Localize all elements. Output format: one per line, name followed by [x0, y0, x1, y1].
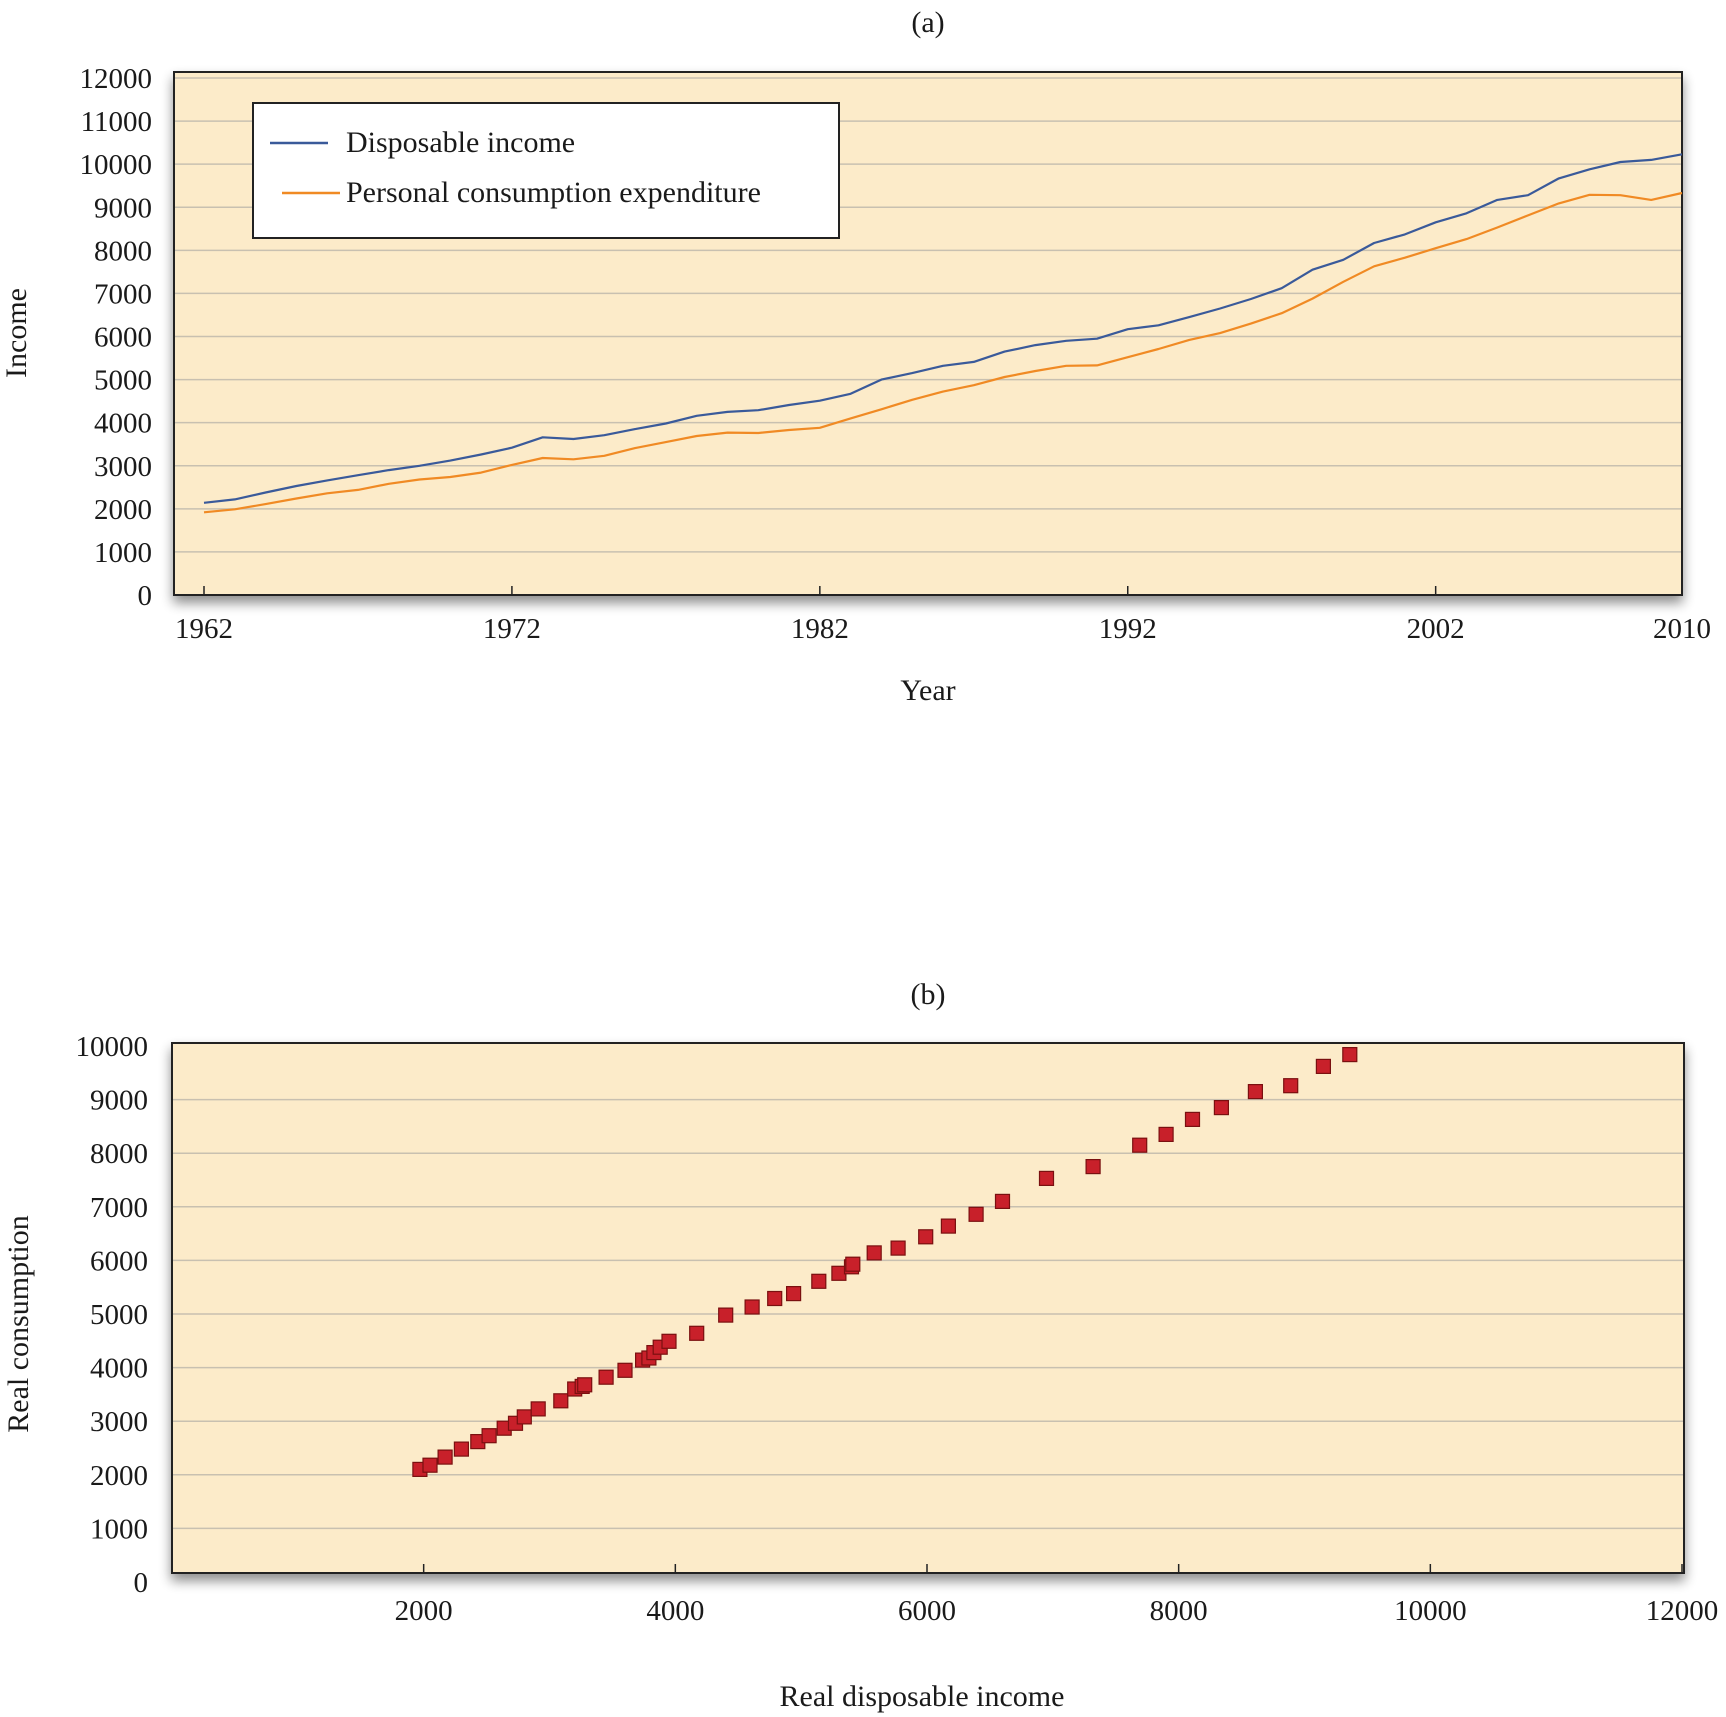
y-tick-labels-b: 0 1000 2000 3000 4000 5000 6000 7000 8000 9000 100…	[76, 1031, 149, 1599]
plot-area-b	[171, 1042, 1685, 1574]
scatter-point	[1038, 1170, 1055, 1187]
line-chart-panel: (a) 0 1000 2000 3000 4000 5000 6000 7000 8000 900…	[0, 6, 1711, 707]
legend-label-consumption: Personal consumption expenditure	[346, 176, 761, 209]
scatter-point	[553, 1393, 569, 1409]
scatter-point	[1213, 1099, 1230, 1116]
y-tick-label-a: 8000	[94, 235, 152, 267]
scatter-point	[1132, 1137, 1148, 1153]
scatter-point	[994, 1193, 1011, 1210]
legend-label-disposable: Disposable income	[346, 126, 575, 159]
scatter-point	[422, 1457, 438, 1473]
line-personal-consumption	[203, 191, 1683, 514]
x-tick-label-b: 12000	[1646, 1595, 1719, 1627]
legend-box	[252, 102, 840, 239]
scatter-point	[845, 1256, 861, 1272]
x-tick-label-b: 10000	[1394, 1595, 1467, 1627]
y-tick-label-a: 0	[138, 580, 153, 612]
y-tick-label-a: 4000	[94, 408, 152, 440]
y-tick-label-b: 0	[134, 1567, 149, 1599]
y-tick-label-b: 9000	[90, 1085, 148, 1117]
x-tick-labels-b: 2000 4000 6000 8000 10000 12000	[395, 1564, 1719, 1627]
scatter-point	[577, 1377, 593, 1393]
scatter-points-b	[412, 1046, 1358, 1478]
y-tick-label-a: 6000	[94, 322, 152, 354]
scatter-point	[767, 1290, 783, 1307]
y-tick-label-a: 5000	[94, 365, 152, 397]
x-tick-labels-a: 1962 1972 1982 1992 2002 2010	[175, 586, 1711, 645]
y-tick-label-a: 10000	[80, 149, 153, 181]
y-tick-label-b: 4000	[90, 1353, 148, 1385]
y-tick-label-a: 7000	[94, 278, 152, 310]
y-axis-title-b: Real consumption	[2, 1215, 35, 1432]
scatter-point	[617, 1362, 633, 1378]
scatter-point	[437, 1449, 453, 1465]
scatter-point	[1184, 1111, 1201, 1128]
scatter-point	[453, 1441, 469, 1457]
y-tick-label-a: 11000	[81, 106, 152, 138]
x-tick-label-b: 6000	[898, 1595, 956, 1627]
y-tick-label-a: 2000	[94, 494, 152, 526]
y-tick-label-a: 3000	[94, 451, 152, 483]
scatter-point	[811, 1273, 827, 1289]
y-tick-label-a: 9000	[94, 192, 152, 224]
scatter-point	[940, 1218, 957, 1234]
grid-b	[173, 1098, 1683, 1530]
scatter-chart-panel: (b) 0 1000 2000 3000 4000 5000 6000 7000 8000 900…	[2, 978, 1718, 1713]
scatter-point	[1315, 1058, 1332, 1075]
y-tick-label-b: 7000	[90, 1192, 148, 1224]
y-tick-label-b: 2000	[90, 1460, 148, 1492]
y-tick-label-b: 6000	[90, 1245, 148, 1277]
scatter-point	[785, 1285, 802, 1302]
x-tick-label-b: 8000	[1150, 1595, 1208, 1627]
panel-a-label: (a)	[911, 6, 944, 39]
scatter-point	[481, 1428, 497, 1444]
x-tick-label-a: 1972	[483, 613, 541, 645]
y-tick-labels-a: 0 1000 2000 3000 4000 5000 6000 7000 8000 9000 100…	[80, 63, 153, 612]
scatter-point	[744, 1299, 760, 1315]
series-lines-a	[203, 153, 1683, 514]
scatter-point	[890, 1240, 906, 1256]
scatter-point	[1342, 1046, 1358, 1063]
scatter-point	[598, 1369, 614, 1385]
scatter-point	[1085, 1158, 1101, 1175]
x-axis-title-b: Real disposable income	[780, 1680, 1065, 1713]
line-disposable-income	[203, 153, 1683, 504]
y-tick-label-b: 10000	[76, 1031, 149, 1063]
scatter-point	[968, 1206, 984, 1222]
y-tick-label-a: 1000	[94, 537, 152, 569]
scatter-point	[918, 1229, 934, 1245]
y-tick-label-a: 12000	[80, 63, 153, 95]
scatter-point	[866, 1245, 882, 1261]
x-tick-label-a: 2010	[1653, 613, 1711, 645]
scatter-point	[689, 1325, 705, 1341]
scatter-point	[1158, 1126, 1174, 1143]
y-tick-label-b: 5000	[90, 1299, 148, 1331]
scatter-point	[661, 1333, 677, 1349]
x-tick-label-b: 4000	[646, 1595, 704, 1627]
y-tick-label-b: 1000	[90, 1513, 148, 1545]
y-tick-label-b: 3000	[90, 1406, 148, 1438]
scatter-point	[1247, 1083, 1264, 1100]
y-axis-title-a: Income	[0, 288, 33, 378]
x-tick-label-a: 1992	[1099, 613, 1157, 645]
scatter-point	[1283, 1078, 1299, 1094]
scatter-point	[516, 1409, 532, 1425]
scatter-point	[718, 1307, 734, 1323]
legend: Disposable income Personal consumption e…	[252, 102, 840, 239]
x-axis-title-a: Year	[900, 674, 955, 707]
x-tick-label-a: 1982	[791, 613, 849, 645]
scatter-point	[530, 1401, 546, 1417]
panel-b-label: (b)	[911, 978, 946, 1011]
scatter-point	[831, 1265, 847, 1281]
y-tick-label-b: 8000	[90, 1138, 148, 1170]
x-tick-label-b: 2000	[395, 1595, 453, 1627]
x-tick-label-a: 1962	[175, 613, 233, 645]
x-tick-label-a: 2002	[1407, 613, 1465, 645]
